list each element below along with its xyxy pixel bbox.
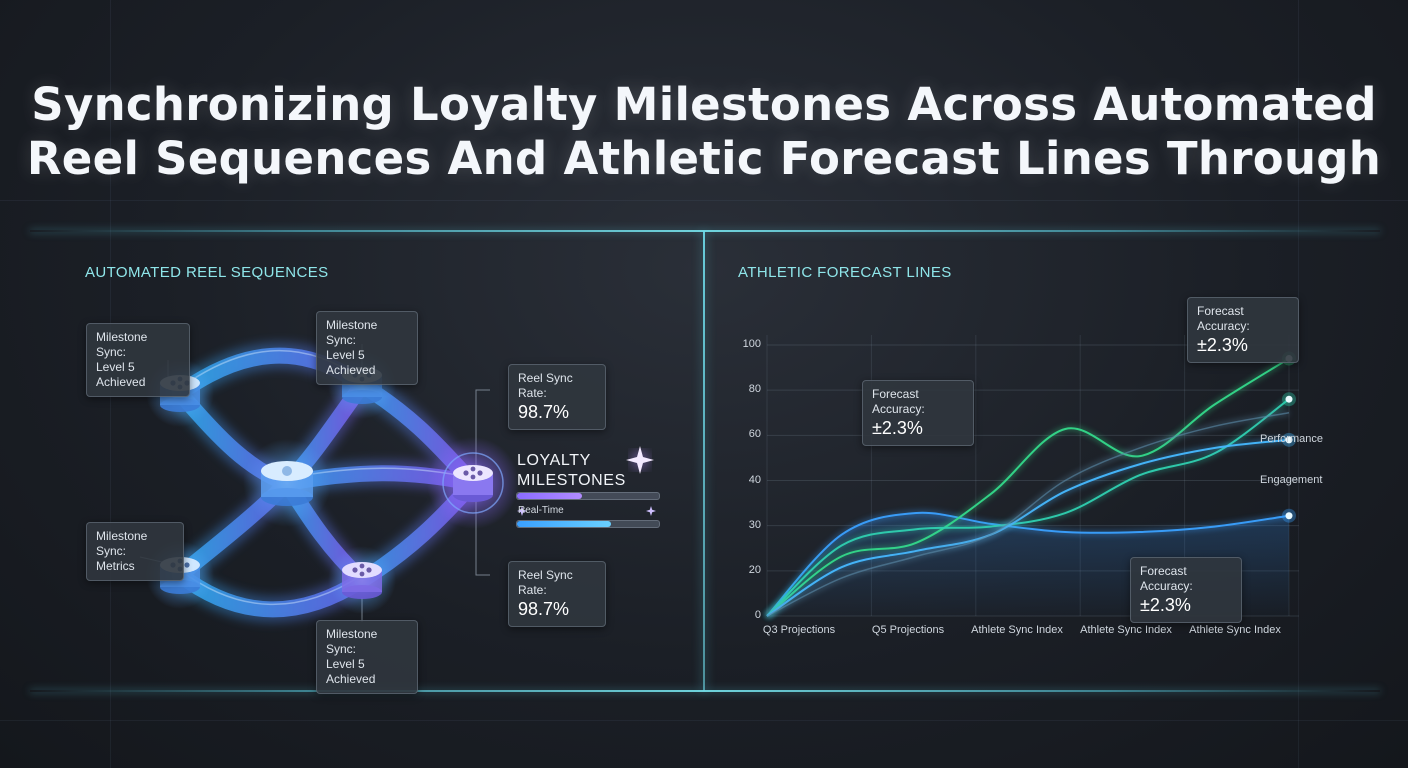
chart-series-lines (765, 356, 1291, 619)
rate-label: Reel Sync Rate: (518, 371, 573, 400)
forecast-accuracy-card: Forecast Accuracy: ±2.3% (862, 380, 974, 446)
loyalty-progress-bar (516, 492, 660, 500)
series-line (766, 357, 1290, 617)
sparkle-icon (646, 506, 656, 516)
callout-line-2: Level 5 Achieved (326, 348, 376, 377)
callout-line-2: Metrics (96, 559, 135, 573)
callout-line-1: Milestone Sync: (326, 627, 378, 656)
x-tick-label: Athlete Sync Index (971, 624, 1063, 636)
milestone-callout: Milestone Sync: Level 5 Achieved (316, 311, 418, 385)
forecast-accuracy-card: Forecast Accuracy: ±2.3% (1130, 557, 1242, 623)
realtime-progress-bar (516, 520, 660, 528)
y-tick-label: 20 (748, 563, 761, 576)
rate-label: Reel Sync Rate: (518, 568, 573, 597)
series-label-engagement: Engagement (1260, 474, 1323, 486)
y-tick-label: 80 (748, 383, 761, 396)
forecast-accuracy-card: Forecast Accuracy: ±2.3% (1187, 297, 1299, 363)
sparkle-icon (517, 506, 527, 516)
sparkle-icon (626, 446, 654, 474)
forecast-lines-label: ATHLETIC FORECAST LINES (738, 264, 952, 281)
reel-sequences-label: AUTOMATED REEL SEQUENCES (85, 264, 329, 281)
callout-line-2: Level 5 Achieved (96, 360, 146, 389)
series-line (766, 438, 1290, 617)
title-line-1: Synchronizing Loyalty Milestones Across … (31, 78, 1377, 131)
bg-grid-line (1298, 0, 1299, 768)
series-line (766, 511, 1290, 617)
series-label-performance: Performance (1260, 433, 1323, 445)
milestone-callout: Milestone Sync: Level 5 Achieved (86, 323, 190, 397)
y-tick-label: 60 (748, 428, 761, 441)
top-divider (30, 230, 1380, 232)
callout-line-1: Milestone Sync: (326, 318, 378, 347)
reel-node-center (243, 439, 331, 527)
accuracy-label: Forecast Accuracy: (1197, 304, 1250, 333)
series-line (766, 398, 1290, 617)
title-line-2: Reel Sequences And Athletic Forecast Lin… (26, 132, 1382, 185)
y-tick-label: 30 (748, 518, 761, 531)
reel-sync-rate-card: Reel Sync Rate: 98.7% (508, 364, 606, 430)
bg-grid-line (0, 200, 1408, 201)
loyalty-hub-reel (427, 437, 519, 529)
x-tick-label: Q3 Projections (762, 624, 836, 636)
loyalty-title-line-1: LOYALTY (517, 452, 591, 469)
page-title: Synchronizing Loyalty Milestones Across … (0, 78, 1408, 186)
y-tick-label: 40 (748, 473, 761, 486)
accuracy-value: ±2.3% (872, 418, 923, 438)
rate-value: 98.7% (518, 402, 570, 422)
x-tick-label: Athlete Sync Index (1080, 624, 1172, 636)
loyalty-progress-fill (517, 493, 583, 499)
callout-line-1: Milestone Sync: (96, 330, 148, 359)
accuracy-value: ±2.3% (1140, 595, 1191, 615)
milestone-callout: Milestone Sync: Metrics (86, 522, 184, 581)
series-end-point (1285, 512, 1293, 520)
realtime-label: Real-Time (518, 505, 564, 516)
reel-network-diagram (139, 342, 656, 623)
bg-grid-line (0, 720, 1408, 721)
accuracy-label: Forecast Accuracy: (872, 387, 925, 416)
accuracy-label: Forecast Accuracy: (1140, 564, 1193, 593)
callout-line-2: Level 5 Achieved (326, 657, 376, 686)
series-end-point (1285, 436, 1293, 444)
y-tick-label: 0 (754, 609, 761, 621)
reel-sync-rate-card: Reel Sync Rate: 98.7% (508, 561, 606, 627)
series-end-point (1285, 395, 1293, 403)
reel-node (328, 546, 396, 614)
milestone-callout: Milestone Sync: Level 5 Achieved (316, 620, 418, 694)
series-line (766, 412, 1290, 617)
center-divider (703, 231, 705, 691)
loyalty-title-line-2: MILESTONES (517, 472, 626, 489)
y-tick-label: 100 (742, 338, 761, 350)
bottom-divider (30, 690, 1380, 692)
x-tick-label: Q5 Projections (871, 624, 945, 636)
x-tick-label: Athlete Sync Index (1189, 624, 1281, 636)
realtime-progress-fill (517, 521, 611, 527)
callout-line-1: Milestone Sync: (96, 529, 148, 558)
rate-value: 98.7% (518, 599, 570, 619)
accuracy-value: ±2.3% (1197, 335, 1248, 355)
loyalty-milestones-title: LOYALTY MILESTONES (517, 451, 626, 491)
forecast-line-chart (765, 335, 1299, 619)
